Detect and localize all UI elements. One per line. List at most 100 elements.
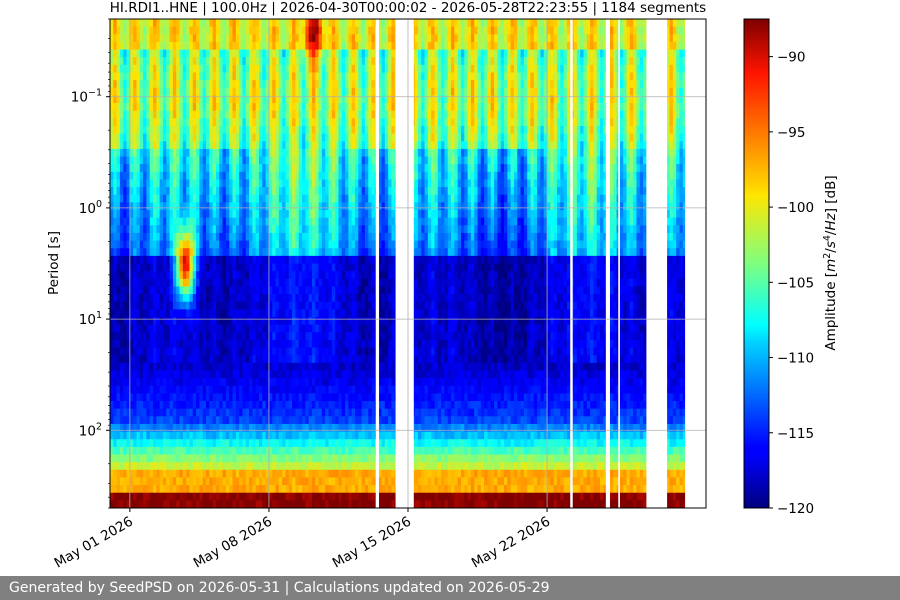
heatmap-cell xyxy=(212,324,217,333)
heatmap-cell xyxy=(232,187,237,196)
heatmap-cell xyxy=(133,225,138,234)
heatmap-cell xyxy=(245,286,250,295)
heatmap-cell xyxy=(348,110,353,119)
heatmap-cell xyxy=(206,87,210,97)
heatmap-cell xyxy=(206,393,210,402)
heatmap-cell xyxy=(189,95,194,104)
heatmap-cell xyxy=(225,401,230,410)
heatmap-cell xyxy=(288,477,293,486)
heatmap-cell xyxy=(139,324,144,333)
heatmap-cell xyxy=(249,49,253,58)
heatmap-cell xyxy=(232,294,237,303)
heatmap-cell xyxy=(315,370,320,379)
heatmap-cell xyxy=(123,148,128,158)
heatmap-cell xyxy=(298,362,303,372)
heatmap-cell xyxy=(318,462,323,471)
heatmap-cell xyxy=(192,401,197,410)
heatmap-cell xyxy=(341,362,346,372)
heatmap-cell xyxy=(262,393,267,402)
heatmap-cell xyxy=(318,339,323,349)
heatmap-cell xyxy=(146,492,151,501)
heatmap-cell xyxy=(123,57,128,66)
heatmap-cell xyxy=(239,347,244,356)
heatmap-cell xyxy=(308,49,313,58)
heatmap-cell xyxy=(315,72,320,81)
heatmap-cell xyxy=(249,332,253,341)
heatmap-cell xyxy=(282,19,287,28)
heatmap-cell xyxy=(229,370,234,379)
heatmap-cell xyxy=(232,316,237,326)
heatmap-cell xyxy=(331,286,336,295)
heatmap-cell xyxy=(169,332,174,341)
heatmap-cell xyxy=(345,171,349,181)
heatmap-cell xyxy=(259,492,263,501)
heatmap-cell xyxy=(209,278,214,288)
heatmap-cell xyxy=(315,324,320,333)
heatmap-cell xyxy=(358,362,363,372)
heatmap-cell xyxy=(262,164,267,173)
heatmap-cell xyxy=(110,141,114,150)
heatmap-cell xyxy=(265,324,270,333)
heatmap-cell xyxy=(116,378,121,387)
heatmap-cell xyxy=(222,80,227,89)
heatmap-cell xyxy=(113,72,118,81)
heatmap-cell xyxy=(358,477,363,486)
heatmap-cell xyxy=(229,332,234,341)
heatmap-cell xyxy=(123,439,128,448)
heatmap-cell xyxy=(196,148,200,158)
heatmap-cell xyxy=(129,347,134,356)
heatmap-cell xyxy=(259,255,263,265)
heatmap-cell xyxy=(166,125,171,135)
heatmap-cell xyxy=(169,87,174,97)
heatmap-cell xyxy=(212,278,217,288)
heatmap-cell xyxy=(262,408,267,417)
heatmap-cell xyxy=(169,485,174,494)
heatmap-cell xyxy=(235,500,240,508)
heatmap-cell xyxy=(222,500,227,508)
heatmap-cell xyxy=(192,26,197,35)
heatmap-cell xyxy=(119,95,124,104)
heatmap-cell xyxy=(153,217,157,226)
heatmap-cell xyxy=(295,401,300,410)
heatmap-cell xyxy=(245,309,250,318)
heatmap-cell xyxy=(179,294,184,303)
heatmap-cell xyxy=(225,217,230,226)
heatmap-cell xyxy=(239,179,244,188)
heatmap-cell xyxy=(345,339,349,349)
heatmap-cell xyxy=(219,301,224,310)
heatmap-cell xyxy=(123,332,128,341)
heatmap-cell xyxy=(209,240,214,249)
heatmap-cell xyxy=(252,103,257,112)
heatmap-cell xyxy=(295,286,300,295)
heatmap-cell xyxy=(235,210,240,219)
heatmap-cell xyxy=(192,255,197,265)
heatmap-cell xyxy=(272,316,277,326)
heatmap-cell xyxy=(358,110,363,119)
heatmap-cell xyxy=(206,240,210,249)
heatmap-cell xyxy=(252,286,257,295)
heatmap-cell xyxy=(361,187,366,196)
heatmap-cell xyxy=(358,148,363,158)
heatmap-cell xyxy=(361,225,366,234)
heatmap-cell xyxy=(192,133,197,142)
heatmap-cell xyxy=(225,408,230,417)
heatmap-cell xyxy=(202,148,207,158)
heatmap-cell xyxy=(305,492,310,501)
heatmap-cell xyxy=(179,148,184,158)
heatmap-cell xyxy=(119,187,124,196)
heatmap-cell xyxy=(162,125,167,135)
heatmap-cell xyxy=(345,462,349,471)
heatmap-cell xyxy=(229,324,234,333)
heatmap-cell xyxy=(186,194,191,203)
heatmap-cell xyxy=(235,324,240,333)
heatmap-cell xyxy=(318,485,323,494)
heatmap-cell xyxy=(222,294,227,303)
heatmap-cell xyxy=(129,95,134,104)
heatmap-cell xyxy=(172,202,177,211)
heatmap-cell xyxy=(169,355,174,364)
heatmap-cell xyxy=(302,446,306,456)
heatmap-cell xyxy=(199,309,204,318)
heatmap-cell xyxy=(295,446,300,456)
heatmap-cell xyxy=(278,95,283,104)
heatmap-cell xyxy=(116,248,121,257)
